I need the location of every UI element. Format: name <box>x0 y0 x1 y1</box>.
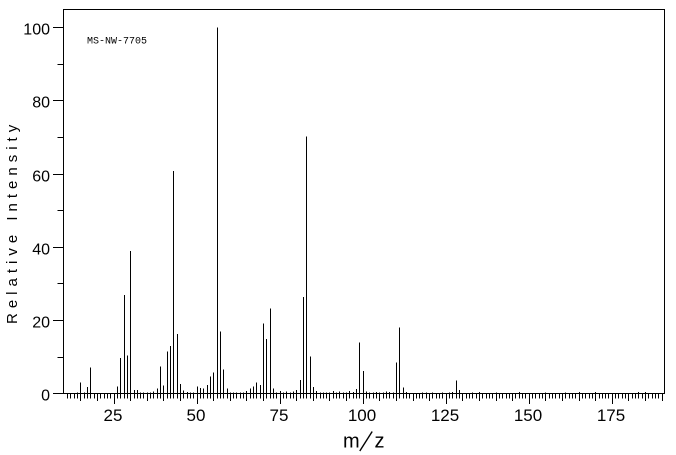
svg-text:60: 60 <box>32 169 50 186</box>
svg-text:75: 75 <box>270 406 289 425</box>
svg-text:125: 125 <box>431 406 459 425</box>
svg-text:100: 100 <box>348 406 376 425</box>
svg-text:0: 0 <box>41 388 50 405</box>
svg-text:m: m <box>343 431 360 453</box>
svg-text:25: 25 <box>104 406 123 425</box>
svg-text:z: z <box>375 431 385 453</box>
svg-text:150: 150 <box>514 406 542 425</box>
svg-text:50: 50 <box>187 406 206 425</box>
svg-text:20: 20 <box>32 315 50 332</box>
svg-text:Relative Intensity: Relative Intensity <box>4 120 21 324</box>
svg-text:40: 40 <box>32 242 50 259</box>
svg-text:175: 175 <box>597 406 625 425</box>
svg-text:80: 80 <box>32 95 50 112</box>
svg-text:100: 100 <box>23 22 50 39</box>
svg-text:MS-NW-7705: MS-NW-7705 <box>87 37 147 48</box>
